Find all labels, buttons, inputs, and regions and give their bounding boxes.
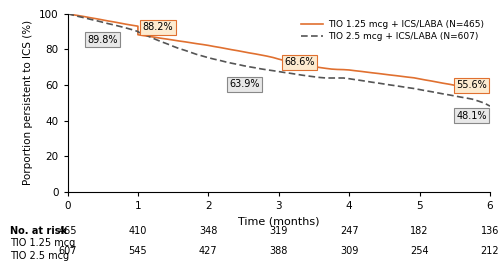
TIO 1.25 mcg + ICS/LABA (N=465) [446,82,452,86]
TIO 1.25 mcg + ICS/LABA (N=465) [200,43,205,46]
TIO 1.25 mcg + ICS/LABA (N=465) [487,91,493,95]
Text: 48.1%: 48.1% [456,111,486,121]
TIO 1.25 mcg + ICS/LABA (N=465) [299,63,305,66]
Text: No. at risk: No. at risk [10,226,67,236]
Text: 427: 427 [199,246,218,256]
TIO 2.5 mcg + ICS/LABA (N=607) [147,35,153,38]
Text: 254: 254 [410,246,429,256]
TIO 2.5 mcg + ICS/LABA (N=607) [487,104,493,108]
Text: 319: 319 [270,226,288,236]
TIO 1.25 mcg + ICS/LABA (N=465) [152,36,158,39]
TIO 2.5 mcg + ICS/LABA (N=607) [446,93,452,96]
Text: 247: 247 [340,226,358,236]
TIO 2.5 mcg + ICS/LABA (N=607) [152,38,158,41]
Text: 348: 348 [199,226,218,236]
Text: 63.9%: 63.9% [230,79,260,89]
Text: TIO 1.25 mcg: TIO 1.25 mcg [10,238,75,248]
TIO 2.5 mcg + ICS/LABA (N=607) [294,73,300,76]
Text: 388: 388 [270,246,288,256]
TIO 1.25 mcg + ICS/LABA (N=465) [147,35,153,38]
Legend: TIO 1.25 mcg + ICS/LABA (N=465), TIO 2.5 mcg + ICS/LABA (N=607): TIO 1.25 mcg + ICS/LABA (N=465), TIO 2.5… [297,16,488,44]
TIO 1.25 mcg + ICS/LABA (N=465) [294,61,300,65]
Text: 182: 182 [410,226,429,236]
Text: 88.2%: 88.2% [143,22,174,32]
Text: 212: 212 [480,246,500,256]
Line: TIO 2.5 mcg + ICS/LABA (N=607): TIO 2.5 mcg + ICS/LABA (N=607) [68,14,490,106]
Text: 55.6%: 55.6% [456,80,487,90]
Text: 607: 607 [58,246,77,256]
Text: TIO 2.5 mcg: TIO 2.5 mcg [10,251,69,261]
Text: 309: 309 [340,246,358,256]
TIO 2.5 mcg + ICS/LABA (N=607) [200,55,205,58]
TIO 2.5 mcg + ICS/LABA (N=607) [64,12,70,15]
Text: 410: 410 [128,226,147,236]
Text: 545: 545 [128,246,147,256]
Text: 465: 465 [58,226,77,236]
Text: 89.8%: 89.8% [87,35,118,45]
TIO 2.5 mcg + ICS/LABA (N=607) [299,73,305,77]
Text: 136: 136 [481,226,499,236]
Y-axis label: Porportion persistent to ICS (%): Porportion persistent to ICS (%) [24,20,34,185]
Line: TIO 1.25 mcg + ICS/LABA (N=465): TIO 1.25 mcg + ICS/LABA (N=465) [68,14,490,93]
Text: 68.6%: 68.6% [284,58,315,67]
TIO 1.25 mcg + ICS/LABA (N=465) [64,12,70,15]
X-axis label: Time (months): Time (months) [238,216,320,226]
